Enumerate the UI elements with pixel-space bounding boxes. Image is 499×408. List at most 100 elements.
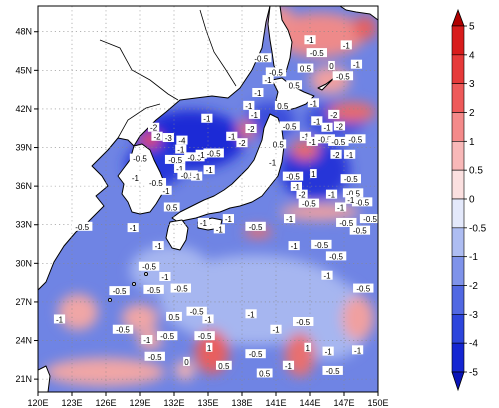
field-positive-patch <box>58 294 98 330</box>
contour-label-bg <box>352 345 364 355</box>
contour-label: -1 <box>193 173 201 182</box>
contour-label-bg <box>243 100 255 110</box>
field-pale-blue-patch <box>130 245 210 295</box>
contour-label: -4 <box>178 137 186 146</box>
colorbar-level-label: -2 <box>469 281 478 292</box>
contour-label-bg <box>164 154 186 164</box>
contour-label: 0 <box>184 358 189 367</box>
contour-label-bg <box>359 214 381 224</box>
contour-label: -1 <box>245 102 253 111</box>
contour-label-bg <box>141 335 153 345</box>
country-borders <box>99 9 237 139</box>
lon-tick-label: 126E <box>95 398 116 408</box>
contour-label-bg <box>321 270 333 280</box>
contour-label: -1 <box>272 326 280 335</box>
contour-label-bg <box>195 149 207 159</box>
lon-tick-label: 138E <box>231 398 252 408</box>
contour-label-bg <box>284 214 296 224</box>
contour-label: -2 <box>330 111 338 120</box>
colorbar-top-arrow <box>451 8 465 27</box>
contour-label-bg <box>270 324 282 334</box>
contour-label-bg <box>53 314 66 324</box>
contour-label-bg <box>299 131 312 141</box>
contour-label: -0.5 <box>188 153 202 162</box>
lon-tick-label: 129E <box>129 398 150 408</box>
contour-label-bg <box>127 223 139 233</box>
contour-label: -2 <box>248 125 256 134</box>
contour-label-bg <box>311 239 332 249</box>
contour-label-bg <box>297 63 314 73</box>
colorbar-segment <box>451 198 465 229</box>
contour-label: 0.5 <box>166 204 178 213</box>
contour-label: -1 <box>163 187 171 196</box>
contour-label-bg <box>325 251 347 261</box>
contour-label: -0.5 <box>142 263 156 272</box>
contour-label-bg <box>176 135 188 145</box>
lon-tick-label: 144E <box>299 398 320 408</box>
field-positive-patch <box>328 102 376 122</box>
contour-label: -1 <box>177 146 185 155</box>
contour-label: -1 <box>293 183 301 192</box>
contour-label-bg <box>270 139 287 149</box>
contour-label: -1 <box>347 196 355 205</box>
contour-label-bg <box>332 71 354 81</box>
contour-label: -3 <box>165 134 173 143</box>
colorbar-segment <box>451 314 465 344</box>
colorbar-segment <box>451 285 465 315</box>
contour-label-bg <box>290 181 302 191</box>
contour-label: -1 <box>198 151 206 160</box>
contour-label: -1 <box>306 36 314 45</box>
contour-label-bg <box>328 109 340 119</box>
contour-label: -1 <box>302 133 310 142</box>
contour-label: -0.5 <box>149 179 163 188</box>
contour-label: -0.5 <box>353 227 367 236</box>
colorbar-segment <box>451 112 465 142</box>
contour-label: 0 <box>329 62 334 71</box>
contour-label-bg <box>109 286 130 296</box>
contour-label-bg <box>328 60 335 70</box>
contour-label-bg <box>222 214 234 224</box>
contour-label-bg <box>213 224 225 234</box>
contour-label: -1 <box>323 124 331 133</box>
contour-label-bg <box>304 35 316 45</box>
contour-label-bg <box>186 306 207 316</box>
contour-label: -0.5 <box>346 189 360 198</box>
contour-label-bg <box>245 221 266 231</box>
contour-label-bg <box>307 98 319 108</box>
contour-label: -0.5 <box>269 68 283 77</box>
colorbar: 5 4 3 2 1 0.5 0 -0.5 -1 -2 -3 -4 -5 <box>451 8 487 392</box>
contour-label: -0.5 <box>296 318 310 327</box>
contour-label: -0.5 <box>326 367 340 376</box>
contour-label-bg <box>252 87 264 97</box>
contour-label: 1 <box>306 344 311 353</box>
colorbar-segment <box>451 83 465 113</box>
contour-label: -1 <box>309 138 317 147</box>
contour-label-bg <box>267 157 279 167</box>
contour-label-bg <box>205 342 213 352</box>
lon-tick-label: 150E <box>367 398 388 408</box>
lon-tick-label: 123E <box>61 398 82 408</box>
lon-tick-label: 120E <box>27 398 48 408</box>
colorbar-segment <box>451 141 465 171</box>
contour-label: -0.5 <box>75 223 89 232</box>
contour-label: -0.5 <box>174 285 188 294</box>
contour-label-bg <box>256 368 273 378</box>
contour-label-bg <box>322 346 334 356</box>
contour-label: -0.5 <box>116 326 130 335</box>
contour-label-bg <box>148 122 160 132</box>
lon-tick-label: 135E <box>197 398 218 408</box>
contour-label: -0.5 <box>249 223 263 232</box>
contour-label-bg <box>144 351 165 361</box>
contour-label: -2 <box>153 133 161 142</box>
contour-label-bg <box>245 124 257 134</box>
contour-label: -2 <box>336 122 344 131</box>
contour-label-bg <box>236 138 248 148</box>
contour-label: -1 <box>130 224 138 233</box>
contour-label-bg <box>340 174 361 184</box>
colorbar-level-label: -5 <box>469 368 478 379</box>
colorbar-level-label: 0 <box>469 195 475 206</box>
contour-label-bg <box>197 217 210 227</box>
contour-label: -1 <box>251 111 259 120</box>
contour-label: 0.5 <box>168 313 180 322</box>
contour-label: -1 <box>143 336 151 345</box>
